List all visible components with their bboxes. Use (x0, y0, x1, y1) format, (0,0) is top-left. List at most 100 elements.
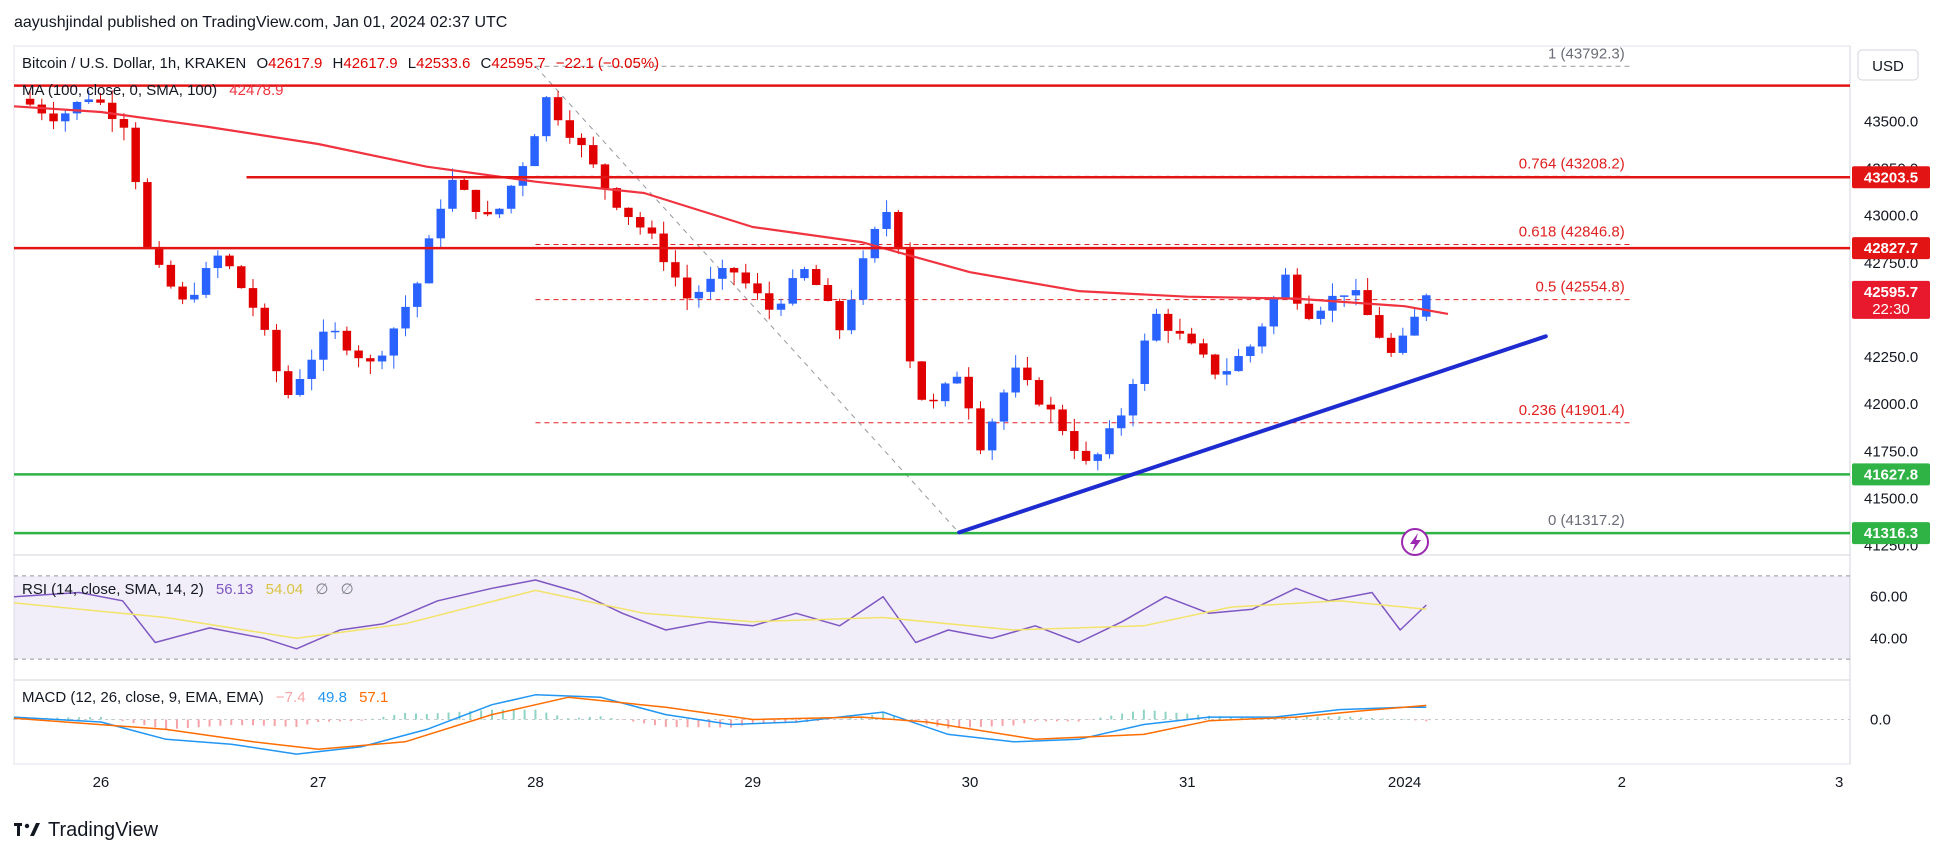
macd-histogram-bar (1403, 719, 1406, 720)
candle-body (377, 355, 387, 362)
macd-histogram-bar (143, 719, 146, 726)
macd-histogram-bar (56, 717, 59, 720)
macd-histogram-bar (1001, 719, 1004, 726)
candle-body (1081, 450, 1091, 461)
legend-l-label: L (408, 55, 416, 72)
candle-body (107, 102, 117, 120)
macd-legend: MACD (12, 26, close, 9, EMA, EMA) −7.4 4… (22, 689, 388, 706)
candle-body (225, 255, 234, 267)
candle-body (800, 269, 809, 279)
macd-histogram-bar (1218, 716, 1221, 720)
candle-body (1246, 346, 1255, 357)
macd-histogram-bar (1023, 719, 1026, 724)
currency-box[interactable] (1857, 49, 1919, 81)
macd-histogram-bar (1186, 713, 1189, 720)
macd-signal-value: 57.1 (359, 689, 388, 706)
macd-histogram-bar (545, 712, 548, 720)
currency-label: USD (1872, 58, 1904, 75)
candle-body (1234, 356, 1243, 372)
macd-histogram-bar (1164, 711, 1167, 720)
candle-body (295, 378, 305, 395)
candle-body (506, 185, 516, 209)
candle-body (1046, 404, 1056, 410)
macd-histogram-bar (262, 719, 265, 726)
candle-body (389, 328, 399, 356)
candle-body (870, 228, 880, 259)
legend-symbol: Bitcoin / U.S. Dollar, 1h, KRAKEN (22, 55, 246, 72)
candle-body (25, 98, 35, 105)
candle-body (929, 399, 938, 402)
candle-body (765, 293, 774, 310)
candle-body (1210, 354, 1220, 375)
candle-body (1128, 384, 1138, 416)
candle-body (213, 255, 223, 269)
candle-body (624, 207, 633, 218)
macd-histogram-bar (740, 719, 743, 726)
time-axis-label: 2024 (1388, 774, 1421, 791)
candle-body (1093, 454, 1103, 461)
macd-histogram-bar (762, 719, 765, 724)
time-axis-label: 26 (93, 774, 110, 791)
macd-histogram-bar (599, 716, 602, 720)
macd-histogram-bar (1381, 718, 1384, 720)
macd-histogram-bar (1273, 718, 1276, 720)
macd-signal-line (13, 696, 1427, 750)
price-axis-label: 43000.0 (1864, 208, 1918, 225)
candle-body (1222, 371, 1232, 375)
macd-histogram-bar (1229, 716, 1232, 720)
macd-histogram-bar (523, 709, 526, 720)
candle-body (1163, 313, 1173, 331)
fib-level-label: 0.764 (43208.2) (1519, 155, 1625, 172)
fib-level-label: 0 (41317.2) (1548, 512, 1625, 529)
rsi-ma-value: 54.04 (266, 581, 304, 598)
candle-body (166, 264, 176, 287)
macd-histogram-bar (958, 719, 961, 728)
candle-body (589, 145, 598, 165)
macd-histogram-bar (827, 719, 830, 721)
candle-body (1386, 337, 1396, 353)
candle-body (917, 361, 927, 400)
candle-body (647, 227, 657, 234)
ma-100-line (13, 105, 1449, 315)
price-tag-label: 41316.3 (1864, 525, 1918, 542)
macd-histogram-bar (577, 717, 580, 720)
candle-body (1187, 333, 1196, 344)
candle-body (1175, 330, 1185, 334)
candle-body (682, 277, 692, 299)
candle-body (1023, 367, 1032, 381)
macd-histogram-bar (1370, 717, 1373, 720)
candle-body (154, 246, 164, 265)
candle-body (471, 189, 481, 212)
macd-histogram-bar (99, 716, 102, 720)
candle-body (894, 212, 903, 248)
candle-body (1351, 290, 1361, 296)
candle-body (1328, 295, 1337, 311)
macd-histogram-bar (1305, 716, 1308, 720)
candle-body (1199, 343, 1208, 355)
candle-body (530, 136, 539, 167)
rsi-ma-line (13, 589, 1427, 640)
candle-body (671, 262, 680, 278)
candle-body (835, 300, 844, 331)
candle-body (718, 268, 727, 279)
macd-histogram-bar (1349, 716, 1352, 720)
rsi-line (13, 579, 1427, 650)
macd-histogram-bar (632, 719, 635, 722)
ma-legend-label: MA (100, close, 0, SMA, 100) (22, 82, 217, 99)
price-tag-box (1852, 522, 1930, 545)
candle-body (1304, 303, 1314, 319)
candle-body (366, 358, 375, 362)
rsi-legend: RSI (14, close, SMA, 14, 2) 56.13 54.04 … (22, 581, 354, 598)
candle-body (1011, 367, 1020, 393)
candle-body (1281, 274, 1290, 299)
candle-body (424, 238, 434, 284)
macd-value: 49.8 (318, 689, 347, 706)
macd-histogram-bar (1131, 711, 1134, 720)
price-axis-label: 42000.0 (1864, 396, 1918, 413)
macd-histogram-bar (534, 709, 537, 720)
price-tag-countdown: 22:30 (1872, 301, 1910, 318)
macd-histogram-bar (447, 712, 450, 720)
macd-histogram-bar (1121, 713, 1124, 720)
lightning-icon[interactable] (1401, 528, 1429, 556)
candle-body (1269, 298, 1279, 327)
